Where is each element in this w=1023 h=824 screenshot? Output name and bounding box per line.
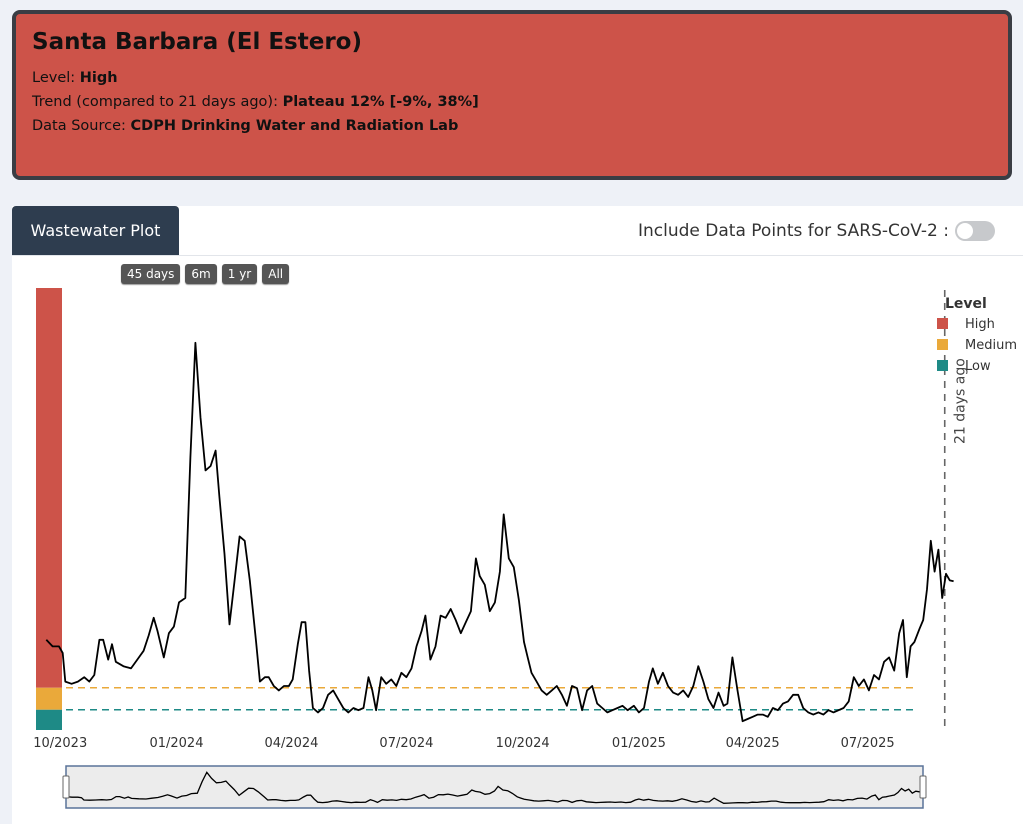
- x-tick-label: 07/2024: [379, 736, 433, 751]
- level-value: High: [79, 70, 118, 86]
- trend-line: Trend (compared to 21 days ago): Plateau…: [32, 90, 992, 114]
- x-tick-label: 01/2025: [612, 736, 666, 751]
- legend-swatch-medium: [937, 339, 948, 350]
- range-button-6m[interactable]: 6m: [185, 264, 217, 284]
- trend-label: Trend (compared to 21 days ago):: [32, 94, 283, 110]
- level-label: Level:: [32, 70, 80, 86]
- data-points-toggle-label: Include Data Points for SARS-CoV-2 :: [638, 221, 949, 241]
- range-handle-left[interactable]: [62, 775, 70, 799]
- legend-label-low: Low: [965, 359, 991, 374]
- level-line: Level: High: [32, 66, 992, 90]
- source-value: CDPH Drinking Water and Radiation Lab: [130, 118, 459, 134]
- tab-wastewater-plot[interactable]: Wastewater Plot: [12, 206, 179, 255]
- series-line: [45, 341, 954, 723]
- level-band-low: [36, 709, 62, 730]
- legend-title: Level: [945, 296, 987, 312]
- range-slider: [65, 765, 924, 809]
- x-tick-label: 04/2024: [264, 736, 318, 751]
- level-band-medium: [36, 687, 62, 710]
- data-points-toggle-group: Include Data Points for SARS-CoV-2 :: [638, 217, 995, 245]
- source-line: Data Source: CDPH Drinking Water and Rad…: [32, 114, 992, 138]
- legend-swatch-high: [937, 318, 948, 329]
- toggle-knob: [957, 223, 973, 239]
- x-tick-label: 10/2023: [33, 736, 87, 751]
- site-summary-card: Santa Barbara (El Estero) Level: High Tr…: [12, 10, 1012, 180]
- range-button-all[interactable]: All: [262, 264, 290, 284]
- range-button-45-days[interactable]: 45 days: [121, 264, 181, 284]
- legend-label-high: High: [965, 317, 995, 332]
- x-tick-label: 10/2024: [496, 736, 550, 751]
- x-tick-label: 07/2025: [841, 736, 895, 751]
- legend-swatch-low: [937, 360, 948, 371]
- plot-panel: Wastewater Plot Include Data Points for …: [12, 206, 1023, 824]
- source-label: Data Source:: [32, 118, 131, 134]
- tab-bar: Wastewater Plot Include Data Points for …: [12, 206, 1023, 256]
- x-tick-label: 04/2025: [726, 736, 780, 751]
- range-slider-line: [65, 771, 923, 804]
- level-band-high: [36, 288, 62, 688]
- range-selector: 45 days 6m 1 yr All: [121, 264, 290, 284]
- data-points-toggle[interactable]: [955, 221, 995, 241]
- trend-value: Plateau 12% [-9%, 38%]: [282, 94, 479, 110]
- annotation-label: 21 days ago: [953, 358, 969, 444]
- site-title: Santa Barbara (El Estero): [32, 29, 362, 55]
- x-tick-label: 01/2024: [149, 736, 203, 751]
- range-handle-right[interactable]: [919, 775, 927, 799]
- legend-label-medium: Medium: [965, 338, 1017, 353]
- range-button-1-yr[interactable]: 1 yr: [221, 264, 258, 284]
